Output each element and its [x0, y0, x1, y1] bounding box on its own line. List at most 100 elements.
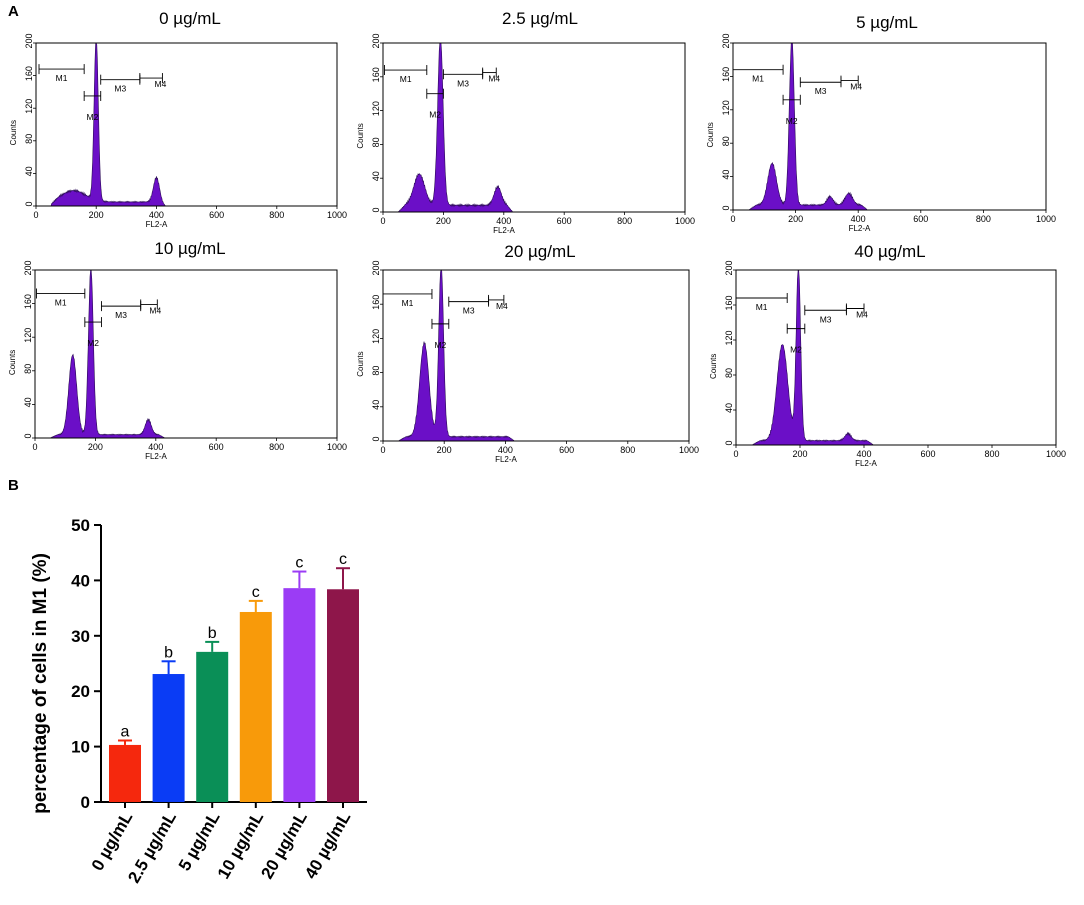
x-tick-label: 800 — [984, 449, 999, 459]
significance-letter: b — [164, 644, 173, 661]
histogram-area — [383, 269, 689, 442]
gate-label: M2 — [786, 116, 798, 126]
x-tick-label: 800 — [617, 216, 632, 226]
x-tick-label: 800 — [269, 210, 284, 220]
x-axis-label: FL2-A — [855, 459, 877, 468]
y-tick-label: 200 — [724, 260, 734, 275]
x-axis-label: FL2-A — [145, 452, 167, 461]
gate-label: M4 — [496, 301, 508, 311]
y-tick-label: 120 — [724, 330, 734, 345]
histogram-title: 20 µg/mL — [504, 242, 575, 261]
x-tick-label: 0 — [380, 445, 385, 455]
x-tick-label: 1000 — [327, 210, 347, 220]
y-tick-label: 200 — [23, 260, 33, 275]
x-tick-label: 600 — [913, 214, 928, 224]
bar-x-tick-label: 0 µg/mL — [88, 809, 137, 874]
gate-label: M3 — [114, 84, 126, 94]
gate-label: M4 — [488, 74, 500, 84]
x-tick-label: 400 — [856, 449, 871, 459]
y-tick-label: 80 — [371, 137, 381, 147]
histogram-0: 0 µg/mL 0 40 80 120 160 200 0 200 400 600 800 1000 FL… — [9, 9, 347, 229]
y-tick-label: 0 — [371, 436, 381, 441]
y-tick-label: 40 — [371, 400, 381, 410]
x-tick-label: 400 — [148, 442, 163, 452]
x-tick-label: 0 — [32, 442, 37, 452]
gate-label: M1 — [400, 74, 412, 84]
gate-label: M1 — [756, 302, 768, 312]
significance-letter: c — [339, 551, 347, 568]
gate-label: M4 — [850, 82, 862, 92]
y-tick-label: 0 — [721, 205, 731, 210]
y-tick-label: 200 — [721, 33, 731, 48]
x-tick-label: 400 — [149, 210, 164, 220]
y-tick-label: 160 — [371, 67, 381, 82]
x-tick-label: 800 — [976, 214, 991, 224]
histogram-area — [36, 42, 337, 207]
y-tick-label: 120 — [721, 100, 731, 115]
gate-label: M1 — [56, 73, 68, 83]
y-tick-label: 0 — [371, 207, 381, 212]
bar-y-tick-label: 20 — [71, 682, 90, 701]
histogram-area — [383, 42, 685, 213]
gate-label: M3 — [115, 310, 127, 320]
x-tick-label: 1000 — [1046, 449, 1066, 459]
y-tick-label: 120 — [371, 329, 381, 344]
y-axis-label: Counts — [8, 350, 17, 375]
gate-label: M3 — [820, 314, 832, 324]
x-tick-label: 800 — [269, 442, 284, 452]
y-tick-label: 40 — [23, 397, 33, 407]
gate-label: M3 — [815, 86, 827, 96]
gate-label: M2 — [434, 340, 446, 350]
x-tick-label: 600 — [209, 210, 224, 220]
y-tick-label: 120 — [23, 328, 33, 343]
gate-label: M1 — [55, 298, 67, 308]
bar-y-axis-label: percentage of cells in M1 (%) — [30, 553, 51, 814]
gate-label: M1 — [752, 74, 764, 84]
histogram-20: 20 µg/mL 0 40 80 120 160 200 0 200 400 600 800 1000 F… — [356, 242, 699, 464]
histogram-area — [35, 269, 337, 439]
x-tick-label: 0 — [33, 210, 38, 220]
histogram-10: 10 µg/mL 0 40 80 120 160 200 0 200 400 600 800 1000 F… — [8, 239, 347, 461]
gate-label: M2 — [87, 112, 99, 122]
plot-frame — [382, 42, 686, 213]
x-tick-label: 600 — [559, 445, 574, 455]
gate-label: M2 — [790, 345, 802, 355]
y-tick-label: 80 — [371, 366, 381, 376]
bar — [283, 588, 316, 802]
x-tick-label: 200 — [88, 442, 103, 452]
x-tick-label: 200 — [788, 214, 803, 224]
x-tick-label: 1000 — [327, 442, 347, 452]
y-tick-label: 120 — [371, 101, 381, 116]
x-tick-label: 200 — [437, 445, 452, 455]
x-tick-label: 0 — [733, 449, 738, 459]
histogram-title: 5 µg/mL — [856, 13, 918, 32]
bar — [196, 651, 229, 802]
y-tick-label: 160 — [23, 294, 33, 309]
significance-letter: b — [208, 625, 217, 642]
y-tick-label: 160 — [371, 295, 381, 310]
y-tick-label: 80 — [721, 136, 731, 146]
plot-frame — [35, 42, 338, 207]
y-tick-label: 40 — [724, 403, 734, 413]
histogram-40: 40 µg/mL 0 40 80 120 160 200 0 200 400 600 800 1000 F… — [709, 242, 1066, 468]
bar — [239, 611, 272, 802]
panel-b-label: B — [8, 477, 19, 494]
gate-label: M3 — [457, 78, 469, 88]
plot-frame — [735, 269, 1057, 446]
panel-a-label: A — [8, 3, 19, 20]
y-tick-label: 200 — [371, 33, 381, 48]
y-tick-label: 160 — [24, 66, 34, 81]
x-axis-label: FL2-A — [493, 226, 515, 235]
gate-label: M4 — [155, 79, 167, 89]
y-tick-label: 40 — [24, 166, 34, 176]
x-tick-label: 1000 — [675, 216, 695, 226]
x-tick-label: 1000 — [1036, 214, 1056, 224]
significance-letter: c — [295, 555, 303, 572]
y-axis-label: Counts — [356, 351, 365, 376]
bar-y-tick-label: 0 — [81, 793, 90, 812]
x-axis-label: FL2-A — [495, 455, 517, 464]
y-tick-label: 200 — [24, 33, 34, 48]
y-tick-label: 40 — [371, 171, 381, 181]
histogram-2-5: 2.5 µg/mL 0 40 80 120 160 200 0 200 400 600 800 1000… — [356, 9, 695, 235]
